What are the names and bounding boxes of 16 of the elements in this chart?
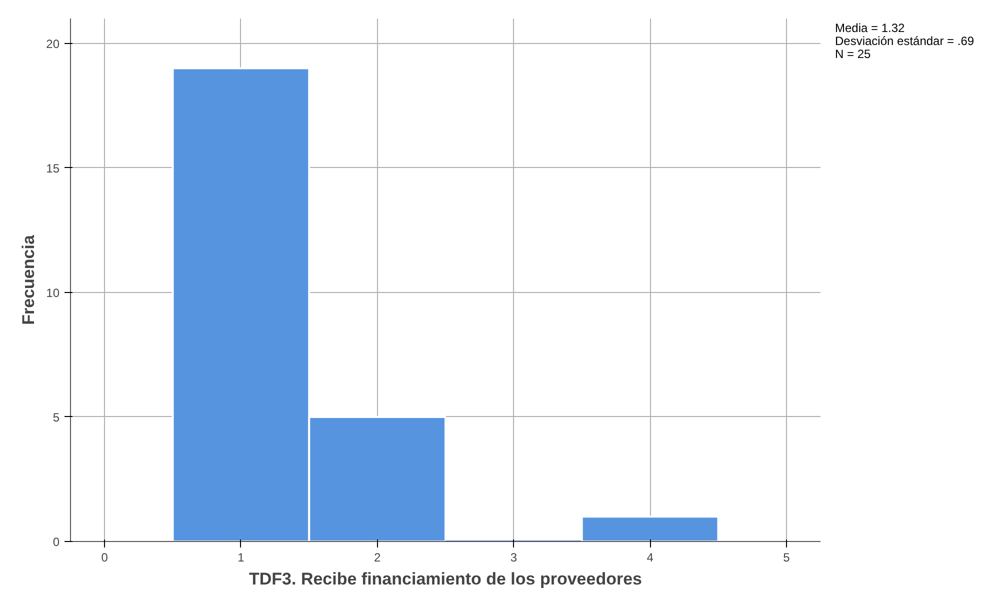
y-tick-label: 0 bbox=[52, 535, 60, 549]
y-tick-label: 5 bbox=[52, 410, 60, 424]
x-tick-label: 5 bbox=[783, 550, 790, 564]
y-tick-label: 20 bbox=[46, 36, 60, 51]
x-tick-label: 0 bbox=[101, 550, 108, 564]
x-axis-title: TDF3. Recibe financiamiento de los proveedores bbox=[249, 570, 642, 588]
x-tick-label: 1 bbox=[238, 550, 245, 564]
x-tick-label: 4 bbox=[646, 550, 654, 564]
y-axis-title: Frecuencia bbox=[19, 234, 38, 325]
x-tick-label: 3 bbox=[510, 550, 518, 564]
text: N = 25 bbox=[835, 47, 871, 61]
text: Desviación estándar = .69 bbox=[835, 34, 974, 48]
y-tick-label: 15 bbox=[46, 161, 60, 176]
text: Media = 1.32 bbox=[835, 21, 905, 35]
y-tick-label: 10 bbox=[46, 286, 60, 300]
x-tick-label: 2 bbox=[374, 550, 381, 564]
